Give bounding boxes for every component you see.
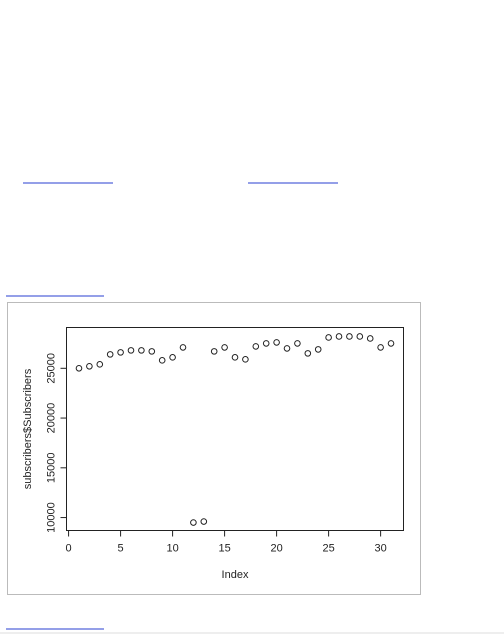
point	[117, 349, 124, 356]
point	[96, 361, 104, 368]
point	[252, 343, 260, 350]
point	[148, 348, 156, 355]
point	[106, 351, 114, 358]
point	[158, 357, 166, 364]
point	[387, 340, 395, 347]
point	[242, 356, 249, 363]
x-tick-label: 20	[270, 542, 282, 554]
point	[86, 363, 93, 370]
point	[314, 346, 322, 353]
point	[210, 348, 218, 355]
point	[127, 347, 135, 354]
point	[200, 518, 208, 525]
point	[221, 344, 228, 351]
point	[356, 333, 364, 340]
point	[283, 345, 291, 352]
point	[179, 344, 187, 351]
x-tick-label: 10	[166, 542, 178, 554]
plot-box	[66, 327, 404, 531]
x-tick-label: 5	[118, 542, 124, 554]
x-tick-label: 25	[322, 542, 334, 554]
point	[75, 364, 83, 372]
y-tick-label: 10000	[45, 502, 57, 533]
point	[346, 333, 353, 340]
point	[335, 333, 343, 340]
y-axis-label: subscribers$Subscribers	[22, 368, 34, 489]
point	[190, 519, 197, 526]
figure-frame	[7, 302, 421, 595]
point	[262, 340, 270, 347]
point	[366, 335, 374, 342]
x-tick-label: 15	[218, 542, 230, 554]
point	[294, 340, 301, 347]
y-tick-label: 20000	[45, 403, 57, 434]
point	[231, 354, 239, 361]
point	[273, 339, 280, 346]
point	[325, 334, 332, 341]
point	[377, 344, 384, 351]
y-tick-label: 15000	[45, 453, 57, 484]
x-axis-label: Index	[222, 569, 249, 581]
point	[304, 350, 312, 357]
x-tick-label: 0	[66, 542, 72, 554]
point	[169, 354, 176, 361]
y-tick-label: 25000	[45, 353, 57, 384]
x-tick-label: 30	[374, 542, 386, 554]
point	[138, 347, 145, 354]
